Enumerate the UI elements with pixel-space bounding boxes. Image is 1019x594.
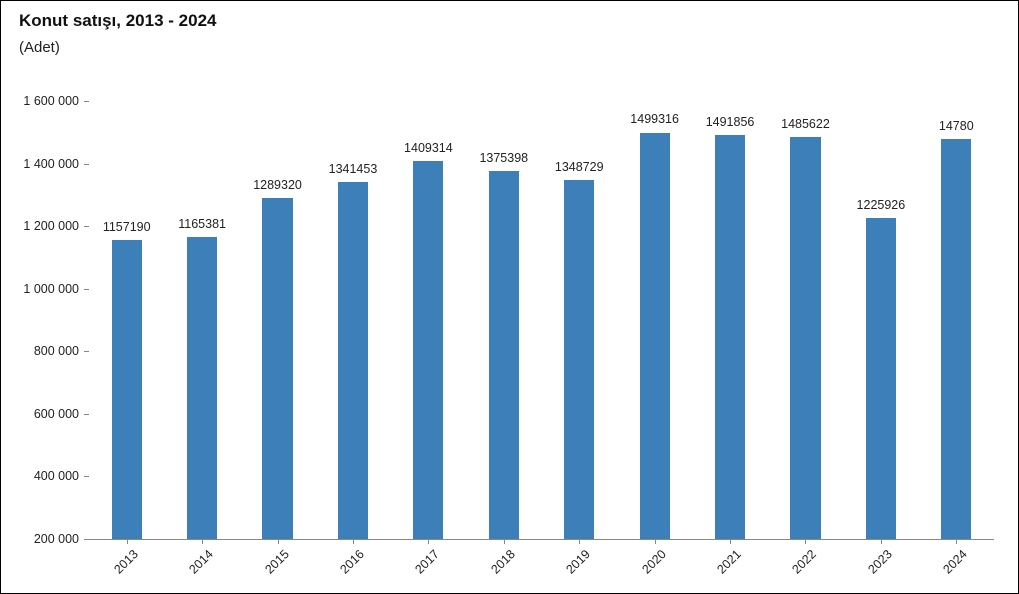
- xtick-label: 2021: [714, 547, 744, 577]
- xtick-label: 2017: [413, 547, 443, 577]
- bar-value-label: 1491856: [706, 115, 755, 129]
- xtick-mark: [730, 539, 731, 544]
- xtick-mark: [956, 539, 957, 544]
- ytick-label: 1 200 000: [9, 219, 79, 233]
- xtick-mark: [504, 539, 505, 544]
- chart-frame: Konut satışı, 2013 - 2024 (Adet) 200 000…: [0, 0, 1019, 594]
- ytick-mark: [84, 101, 89, 102]
- xtick-label: 2023: [865, 547, 895, 577]
- xtick-mark: [278, 539, 279, 544]
- xtick-mark: [579, 539, 580, 544]
- chart-title: Konut satışı, 2013 - 2024: [19, 11, 216, 31]
- bar: [413, 161, 443, 539]
- xtick-label: 2024: [941, 547, 971, 577]
- xtick-label: 2014: [186, 547, 216, 577]
- xtick-mark: [202, 539, 203, 544]
- bar-value-label: 1499316: [630, 112, 679, 126]
- ytick-mark: [84, 414, 89, 415]
- bar-value-label: 1341453: [329, 162, 378, 176]
- xtick-mark: [127, 539, 128, 544]
- xtick-mark: [655, 539, 656, 544]
- ytick-label: 1 600 000: [9, 94, 79, 108]
- ytick-mark: [84, 164, 89, 165]
- ytick-mark: [84, 539, 89, 540]
- x-axis: [84, 539, 994, 540]
- bar: [640, 133, 670, 540]
- xtick-label: 2019: [564, 547, 594, 577]
- bar: [866, 218, 896, 539]
- bar: [112, 240, 142, 539]
- bar: [941, 139, 971, 539]
- chart-subtitle: (Adet): [19, 39, 60, 56]
- bar-value-label: 1157190: [103, 220, 151, 234]
- bar: [564, 180, 594, 539]
- ytick-label: 800 000: [9, 344, 79, 358]
- xtick-mark: [881, 539, 882, 544]
- bar-value-label: 1409314: [404, 141, 453, 155]
- ytick-label: 600 000: [9, 407, 79, 421]
- bar: [262, 198, 292, 539]
- xtick-label: 2020: [639, 547, 669, 577]
- ytick-mark: [84, 476, 89, 477]
- bar: [790, 137, 820, 539]
- ytick-label: 200 000: [9, 532, 79, 546]
- bar: [715, 135, 745, 539]
- bar-value-label: 1485622: [781, 117, 830, 131]
- xtick-mark: [353, 539, 354, 544]
- xtick-label: 2022: [790, 547, 820, 577]
- ytick-label: 1 400 000: [9, 157, 79, 171]
- xtick-label: 2018: [488, 547, 518, 577]
- ytick-label: 400 000: [9, 469, 79, 483]
- bar-value-label: 1225926: [857, 198, 906, 212]
- xtick-label: 2016: [337, 547, 367, 577]
- bar-value-label: 1289320: [253, 178, 302, 192]
- bar-value-label: 14780: [939, 119, 974, 133]
- xtick-label: 2015: [262, 547, 292, 577]
- xtick-mark: [805, 539, 806, 544]
- plot-area: 200 000400 000600 000800 0001 000 0001 2…: [89, 101, 994, 539]
- bar: [187, 237, 217, 539]
- bar-value-label: 1375398: [479, 151, 528, 165]
- xtick-mark: [428, 539, 429, 544]
- bar-value-label: 1348729: [555, 160, 604, 174]
- xtick-label: 2013: [111, 547, 141, 577]
- ytick-label: 1 000 000: [9, 282, 79, 296]
- ytick-mark: [84, 226, 89, 227]
- bar: [338, 182, 368, 539]
- bar: [489, 171, 519, 539]
- ytick-mark: [84, 351, 89, 352]
- ytick-mark: [84, 289, 89, 290]
- bar-value-label: 1165381: [178, 217, 226, 231]
